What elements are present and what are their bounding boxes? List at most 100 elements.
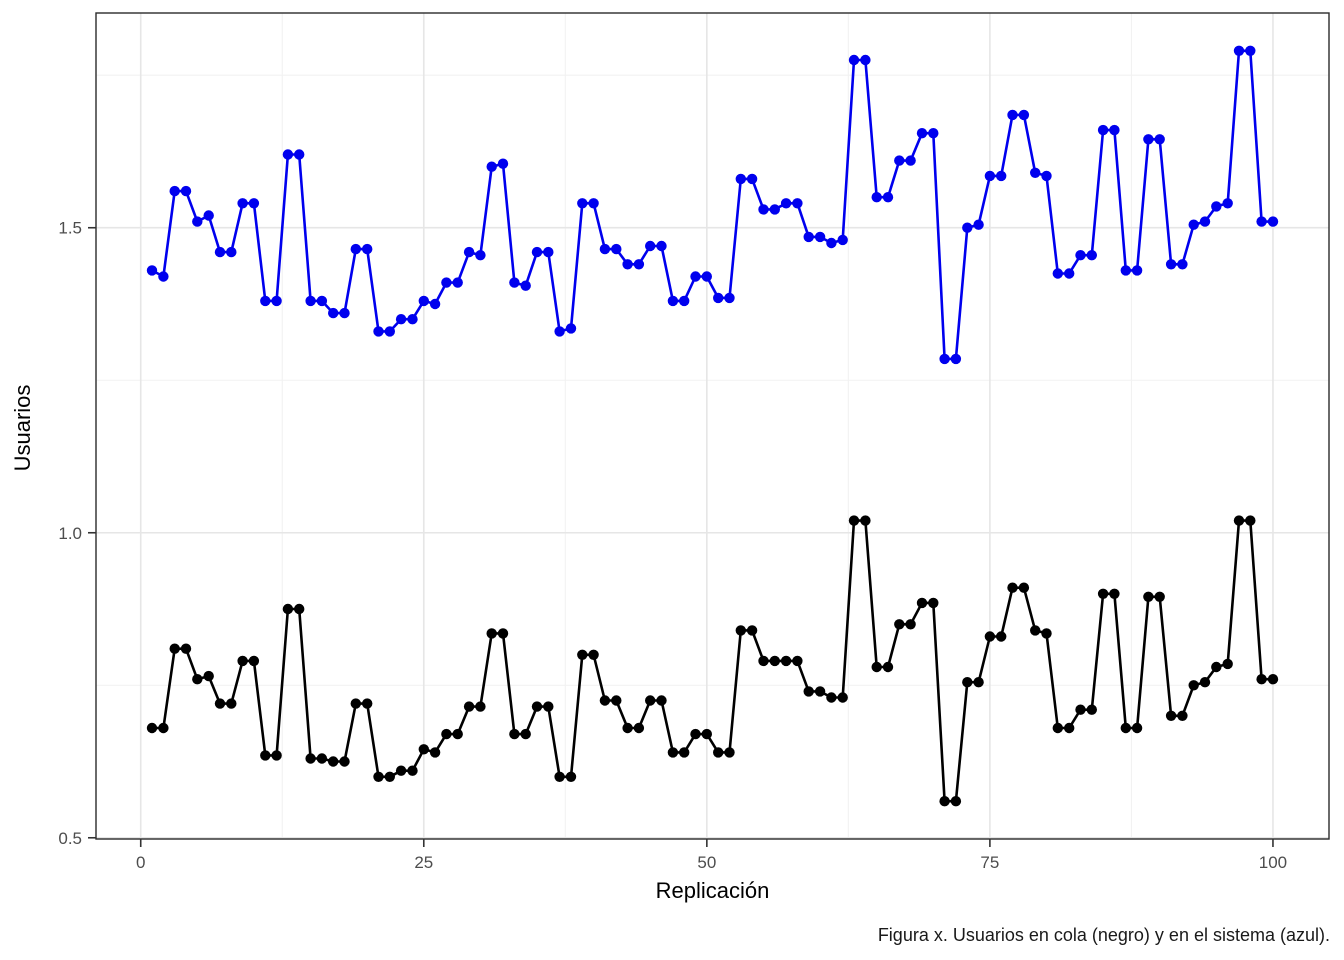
data-point — [1222, 658, 1233, 670]
data-point — [237, 198, 248, 209]
data-point — [758, 204, 769, 215]
data-point — [531, 701, 543, 712]
x-tick-label: 100 — [1259, 853, 1287, 872]
data-point — [271, 750, 282, 761]
data-point — [1052, 722, 1064, 734]
data-point — [645, 240, 656, 252]
data-point — [1233, 515, 1245, 526]
data-point — [1143, 134, 1154, 145]
data-point — [690, 728, 701, 740]
data-point — [1177, 259, 1188, 270]
panel-border — [95, 12, 1330, 840]
data-point — [1222, 198, 1233, 209]
data-point — [792, 655, 803, 667]
data-point — [973, 219, 984, 230]
data-point — [362, 243, 373, 255]
data-point — [1097, 124, 1109, 136]
data-point — [339, 756, 350, 767]
data-point — [1120, 722, 1132, 734]
series-line — [152, 519, 1273, 803]
data-point — [452, 728, 463, 740]
data-point — [260, 750, 271, 761]
data-point — [565, 323, 577, 334]
data-point — [746, 173, 758, 185]
data-point — [395, 765, 407, 776]
data-point — [373, 771, 384, 782]
y-axis-title: Usuarios — [10, 384, 35, 472]
data-point — [939, 353, 950, 365]
data-point — [146, 265, 158, 276]
data-point — [1165, 259, 1177, 270]
data-point — [656, 240, 667, 252]
data-point — [599, 695, 611, 706]
data-point — [486, 161, 497, 172]
data-point — [871, 661, 882, 673]
data-point — [180, 643, 192, 654]
data-point — [814, 231, 826, 243]
data-point — [441, 728, 452, 740]
data-point — [1267, 674, 1279, 685]
data-point — [463, 701, 475, 712]
data-point — [418, 295, 429, 307]
data-point — [962, 222, 973, 233]
data-point — [520, 280, 531, 291]
data-point — [758, 655, 769, 667]
data-point — [1199, 216, 1211, 227]
data-point — [860, 515, 871, 526]
data-point — [735, 173, 746, 185]
data-point — [837, 692, 848, 703]
data-point — [713, 292, 724, 304]
data-point — [146, 722, 158, 734]
data-point — [486, 628, 497, 639]
data-point — [395, 314, 407, 325]
data-point — [735, 625, 746, 636]
data-point — [316, 753, 328, 764]
data-point — [950, 353, 962, 365]
data-point — [1199, 677, 1211, 688]
data-point — [158, 271, 169, 282]
data-point — [1256, 674, 1267, 685]
data-point — [645, 695, 656, 706]
series-sistema — [146, 45, 1279, 365]
data-point — [882, 192, 894, 203]
data-point — [701, 728, 712, 740]
x-tick-label: 25 — [414, 853, 433, 872]
data-point — [939, 796, 950, 807]
data-point — [1233, 45, 1245, 56]
data-point — [203, 670, 214, 682]
data-point — [780, 655, 792, 667]
data-point — [894, 155, 905, 166]
data-point — [214, 246, 226, 258]
data-point — [1018, 582, 1030, 593]
data-point — [803, 231, 814, 243]
data-point — [814, 686, 826, 697]
data-point — [1064, 268, 1075, 279]
data-point — [916, 128, 928, 139]
data-point — [679, 747, 690, 758]
data-point — [622, 722, 633, 734]
data-point — [848, 515, 860, 526]
data-point — [565, 771, 577, 782]
data-point — [1086, 704, 1098, 715]
data-point — [237, 655, 248, 667]
data-point — [384, 326, 395, 337]
data-point — [497, 628, 509, 639]
data-point — [633, 259, 645, 270]
grid-minor — [96, 13, 1329, 839]
y-tick-label: 0.5 — [58, 829, 82, 848]
data-point — [746, 625, 758, 636]
data-point — [1030, 625, 1041, 636]
data-point — [701, 271, 712, 282]
data-point — [622, 259, 633, 270]
data-point — [384, 771, 395, 782]
data-point — [169, 643, 180, 654]
data-point — [1154, 134, 1165, 145]
data-point — [418, 744, 429, 755]
data-point — [350, 243, 361, 255]
data-point — [826, 237, 837, 249]
data-point — [1211, 661, 1222, 673]
y-tick-label: 1.5 — [58, 219, 82, 238]
data-point — [429, 747, 441, 758]
data-point — [962, 677, 973, 688]
